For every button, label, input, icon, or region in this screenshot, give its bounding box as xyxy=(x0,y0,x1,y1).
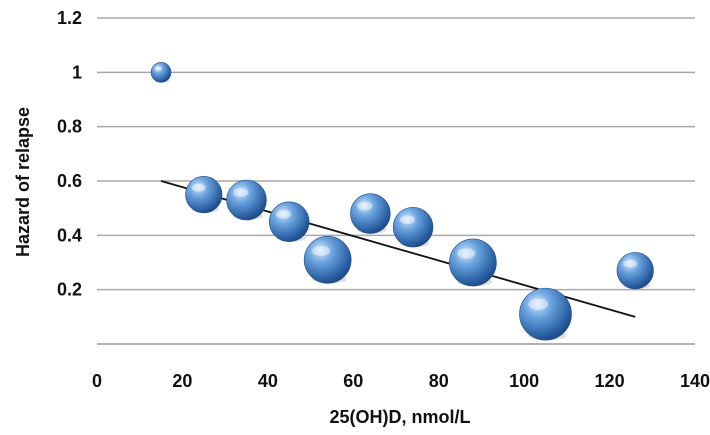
bubble-highlight xyxy=(191,183,206,192)
bubble xyxy=(350,193,391,234)
bubble-highlight xyxy=(457,248,476,259)
bubble-highlight xyxy=(154,66,163,71)
y-tick-label: 1.2 xyxy=(57,8,82,28)
bubble xyxy=(185,176,223,214)
bubbles-group xyxy=(150,62,654,341)
bubble-highlight xyxy=(399,215,416,224)
bubble xyxy=(226,179,267,221)
x-tick-label: 80 xyxy=(429,371,449,391)
y-tick-label: 1 xyxy=(72,62,82,82)
y-tick-label: 0.6 xyxy=(57,171,82,191)
y-tick-label: 0.4 xyxy=(57,225,82,245)
x-tick-label: 140 xyxy=(680,371,710,391)
bubble xyxy=(392,206,434,248)
bubble-point xyxy=(392,206,434,248)
x-tick-label: 60 xyxy=(343,371,363,391)
x-tick-label: 40 xyxy=(258,371,278,391)
bubble xyxy=(303,235,352,284)
bubble-highlight xyxy=(276,209,292,219)
bubble-point xyxy=(303,235,352,284)
y-tick-label: 0.2 xyxy=(57,280,82,300)
bubble xyxy=(449,238,497,287)
y-axis-ticks: 0.2 0.4 0.6 0.8 1 1.2 xyxy=(57,8,82,300)
x-axis-ticks: 0 20 40 60 80 100 120 140 xyxy=(92,371,710,391)
bubble-point xyxy=(226,179,267,221)
bubble-highlight xyxy=(528,298,549,310)
x-tick-label: 20 xyxy=(172,371,192,391)
x-tick-label: 100 xyxy=(509,371,539,391)
bubble-highlight xyxy=(312,245,331,257)
bubble xyxy=(150,62,172,83)
x-tick-label: 0 xyxy=(92,371,102,391)
y-tick-label: 0.8 xyxy=(57,117,82,137)
x-tick-label: 120 xyxy=(595,371,625,391)
x-axis-title: 25(OH)D, nmol/L xyxy=(329,407,470,427)
bubble-point xyxy=(185,176,223,214)
bubble-point xyxy=(150,62,172,83)
y-axis-title: Hazard of relapse xyxy=(13,107,33,257)
bubble xyxy=(268,201,310,242)
bubble xyxy=(519,287,572,341)
bubble-highlight xyxy=(623,259,638,268)
bubble-point xyxy=(350,193,391,234)
bubble xyxy=(616,252,654,290)
bubble-point xyxy=(449,238,497,287)
bubble-highlight xyxy=(233,188,249,197)
bubble-point xyxy=(268,201,310,242)
bubble-point xyxy=(519,287,572,341)
gridlines xyxy=(97,17,695,345)
bubble-highlight xyxy=(357,201,373,211)
bubble-point xyxy=(616,252,654,290)
